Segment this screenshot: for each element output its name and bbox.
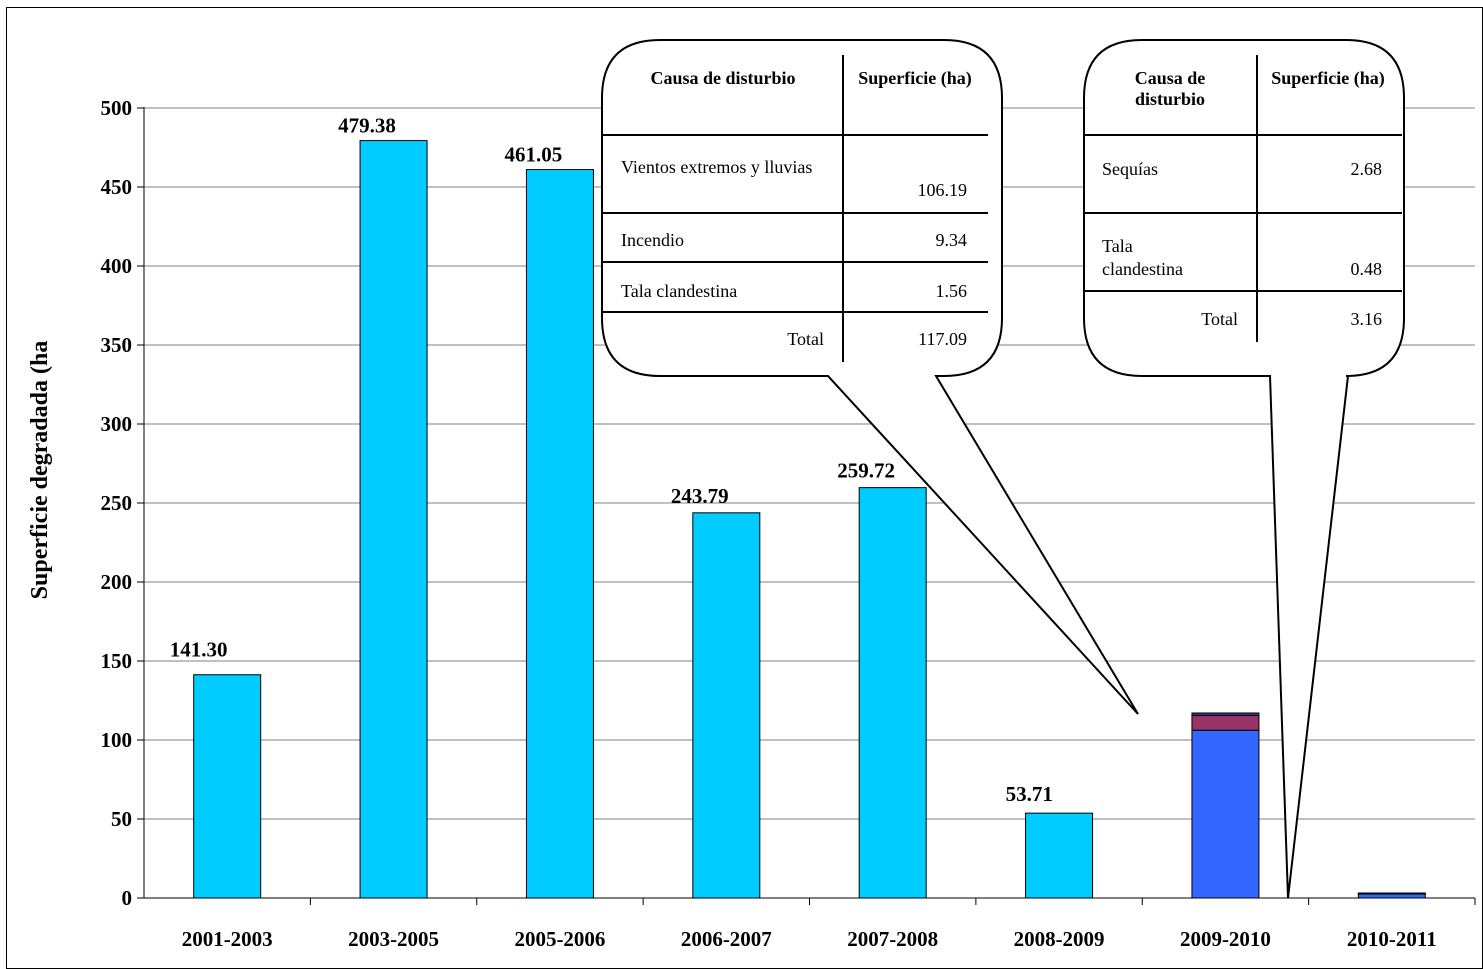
data-label: 479.38 bbox=[338, 114, 396, 138]
bar bbox=[193, 674, 262, 899]
data-label: 259.72 bbox=[837, 459, 895, 483]
y-tick-label: 200 bbox=[101, 570, 133, 594]
callout-bubble-2 bbox=[1083, 39, 1405, 899]
callout-1-row-area: 106.19 bbox=[917, 180, 968, 200]
x-tick-label: 2008-2009 bbox=[1014, 927, 1105, 951]
data-label: 141.30 bbox=[170, 638, 228, 662]
x-tick-label: 2003-2005 bbox=[348, 927, 439, 951]
callout-1-rules bbox=[602, 55, 988, 362]
callout-1-header-area: Superficie (ha) bbox=[858, 68, 972, 88]
callout-2-row-area: 2.68 bbox=[1350, 159, 1383, 179]
callout-2-header-area: Superficie (ha) bbox=[1271, 68, 1385, 88]
bar bbox=[692, 512, 761, 899]
y-tick-label: 50 bbox=[111, 807, 132, 831]
data-label: 53.71 bbox=[1006, 782, 1053, 806]
bars bbox=[193, 140, 1426, 899]
data-label: 243.79 bbox=[671, 484, 729, 508]
x-tick-label: 2010-2011 bbox=[1347, 927, 1437, 951]
x-tick-label: 2005-2006 bbox=[514, 927, 605, 951]
y-tick-label: 300 bbox=[101, 412, 133, 436]
bar bbox=[525, 169, 594, 899]
callout-2-header-cause: Causa de disturbio bbox=[1134, 68, 1206, 109]
data-labels: 141.30 479.38 461.05 243.79 259.72 53.71 bbox=[170, 114, 1053, 807]
callout-2-row-area: 0.48 bbox=[1350, 259, 1383, 279]
bar-segment bbox=[1357, 892, 1426, 895]
y-tick-label: 0 bbox=[122, 886, 133, 910]
y-tick-label: 500 bbox=[101, 96, 133, 120]
callout-1-header-cause: Causa de disturbio bbox=[650, 68, 796, 88]
bar-segment bbox=[1191, 712, 1260, 716]
callout-1-row-area: 9.34 bbox=[935, 230, 968, 250]
callout-1-row-cause: Vientos extremos y lluvias bbox=[621, 157, 813, 177]
x-tick-label: 2009-2010 bbox=[1180, 927, 1271, 951]
y-axis-label: Superficie degradada (ha bbox=[27, 341, 53, 600]
bar-segment bbox=[1191, 729, 1260, 899]
callout-1-total-value: 117.09 bbox=[918, 329, 967, 349]
y-tick-label: 350 bbox=[101, 333, 133, 357]
bar bbox=[858, 487, 927, 899]
x-tick-label: 2001-2003 bbox=[182, 927, 273, 951]
y-tick-label: 150 bbox=[101, 649, 133, 673]
callout-1-total-label: Total bbox=[787, 329, 824, 349]
callout-2-total-label: Total bbox=[1201, 309, 1238, 329]
x-tick-label: 2006-2007 bbox=[681, 927, 772, 951]
y-tick-label: 400 bbox=[101, 254, 133, 278]
bar bbox=[359, 140, 428, 899]
callout-1-row-cause: Incendio bbox=[621, 230, 684, 250]
data-label: 461.05 bbox=[504, 143, 562, 167]
callout-1-row-cause: Tala clandestina bbox=[621, 281, 738, 301]
bar-segment bbox=[1191, 714, 1260, 731]
tick-labels: 0 50 100 150 200 250 300 350 400 450 500 2001-2003 2… bbox=[101, 96, 1437, 951]
callout-2-rules bbox=[1084, 55, 1402, 342]
callout-bubble-1 bbox=[601, 39, 1139, 715]
callout-2-total-value: 3.16 bbox=[1350, 309, 1383, 329]
callout-2-row-cause: Tala clandestina bbox=[1102, 236, 1183, 279]
bar bbox=[1025, 812, 1094, 899]
y-tick-label: 450 bbox=[101, 175, 133, 199]
callout-2-row-cause: Sequías bbox=[1102, 159, 1158, 179]
callout-1-row-area: 1.56 bbox=[935, 281, 968, 301]
y-tick-label: 250 bbox=[101, 491, 133, 515]
x-tick-label: 2007-2008 bbox=[847, 927, 938, 951]
y-tick-label: 100 bbox=[101, 728, 133, 752]
